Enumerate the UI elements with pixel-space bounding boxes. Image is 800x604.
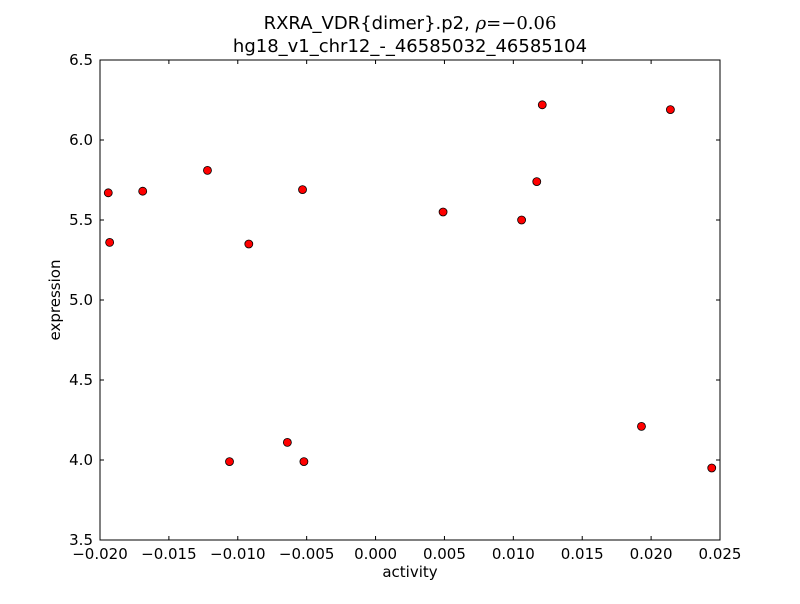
- data-point: [105, 237, 115, 247]
- y-tick-label: 6.5: [69, 51, 93, 69]
- data-point: [298, 185, 307, 195]
- plot-frame: [99, 59, 721, 541]
- chart-title-line1: RXRA_VDR{dimer}.p2, ρ=−0.06: [264, 13, 557, 34]
- x-tick-label: −0.015: [141, 545, 197, 563]
- y-tick-label: 5.5: [69, 211, 93, 229]
- data-point: [537, 100, 547, 110]
- data-point: [438, 207, 448, 217]
- x-tick-label: 0.020: [630, 545, 673, 563]
- chart-title-line2: hg18_v1_chr12_-_46585032_46585104: [233, 36, 587, 57]
- data-point: [532, 177, 542, 187]
- data-point: [517, 215, 526, 225]
- y-tick-label: 4.0: [69, 451, 93, 469]
- data-point: [138, 186, 148, 196]
- x-tick-label: 0.010: [492, 545, 535, 563]
- x-tick-label: 0.000: [354, 545, 397, 563]
- data-point: [282, 437, 292, 447]
- y-tick-label: 5.0: [69, 291, 93, 309]
- x-tick-label: −0.020: [72, 545, 128, 563]
- x-tick-label: 0.025: [699, 545, 742, 563]
- data-point: [637, 421, 646, 431]
- y-tick-label: 3.5: [69, 531, 93, 549]
- data-point: [225, 457, 234, 467]
- y-tick-label: 4.5: [69, 371, 93, 389]
- x-tick-label: 0.005: [423, 545, 466, 563]
- y-axis-label: expression: [46, 260, 64, 341]
- x-tick-label: 0.015: [561, 545, 604, 563]
- data-point: [244, 239, 254, 249]
- data-point: [707, 463, 717, 473]
- data-point: [203, 165, 212, 175]
- x-axis-label: activity: [382, 563, 437, 581]
- x-tick-label: −0.005: [279, 545, 335, 563]
- data-point: [103, 188, 113, 198]
- data-point: [666, 105, 675, 114]
- data-point: [299, 457, 309, 467]
- y-tick-label: 6.0: [69, 131, 93, 149]
- x-tick-label: −0.010: [210, 545, 266, 563]
